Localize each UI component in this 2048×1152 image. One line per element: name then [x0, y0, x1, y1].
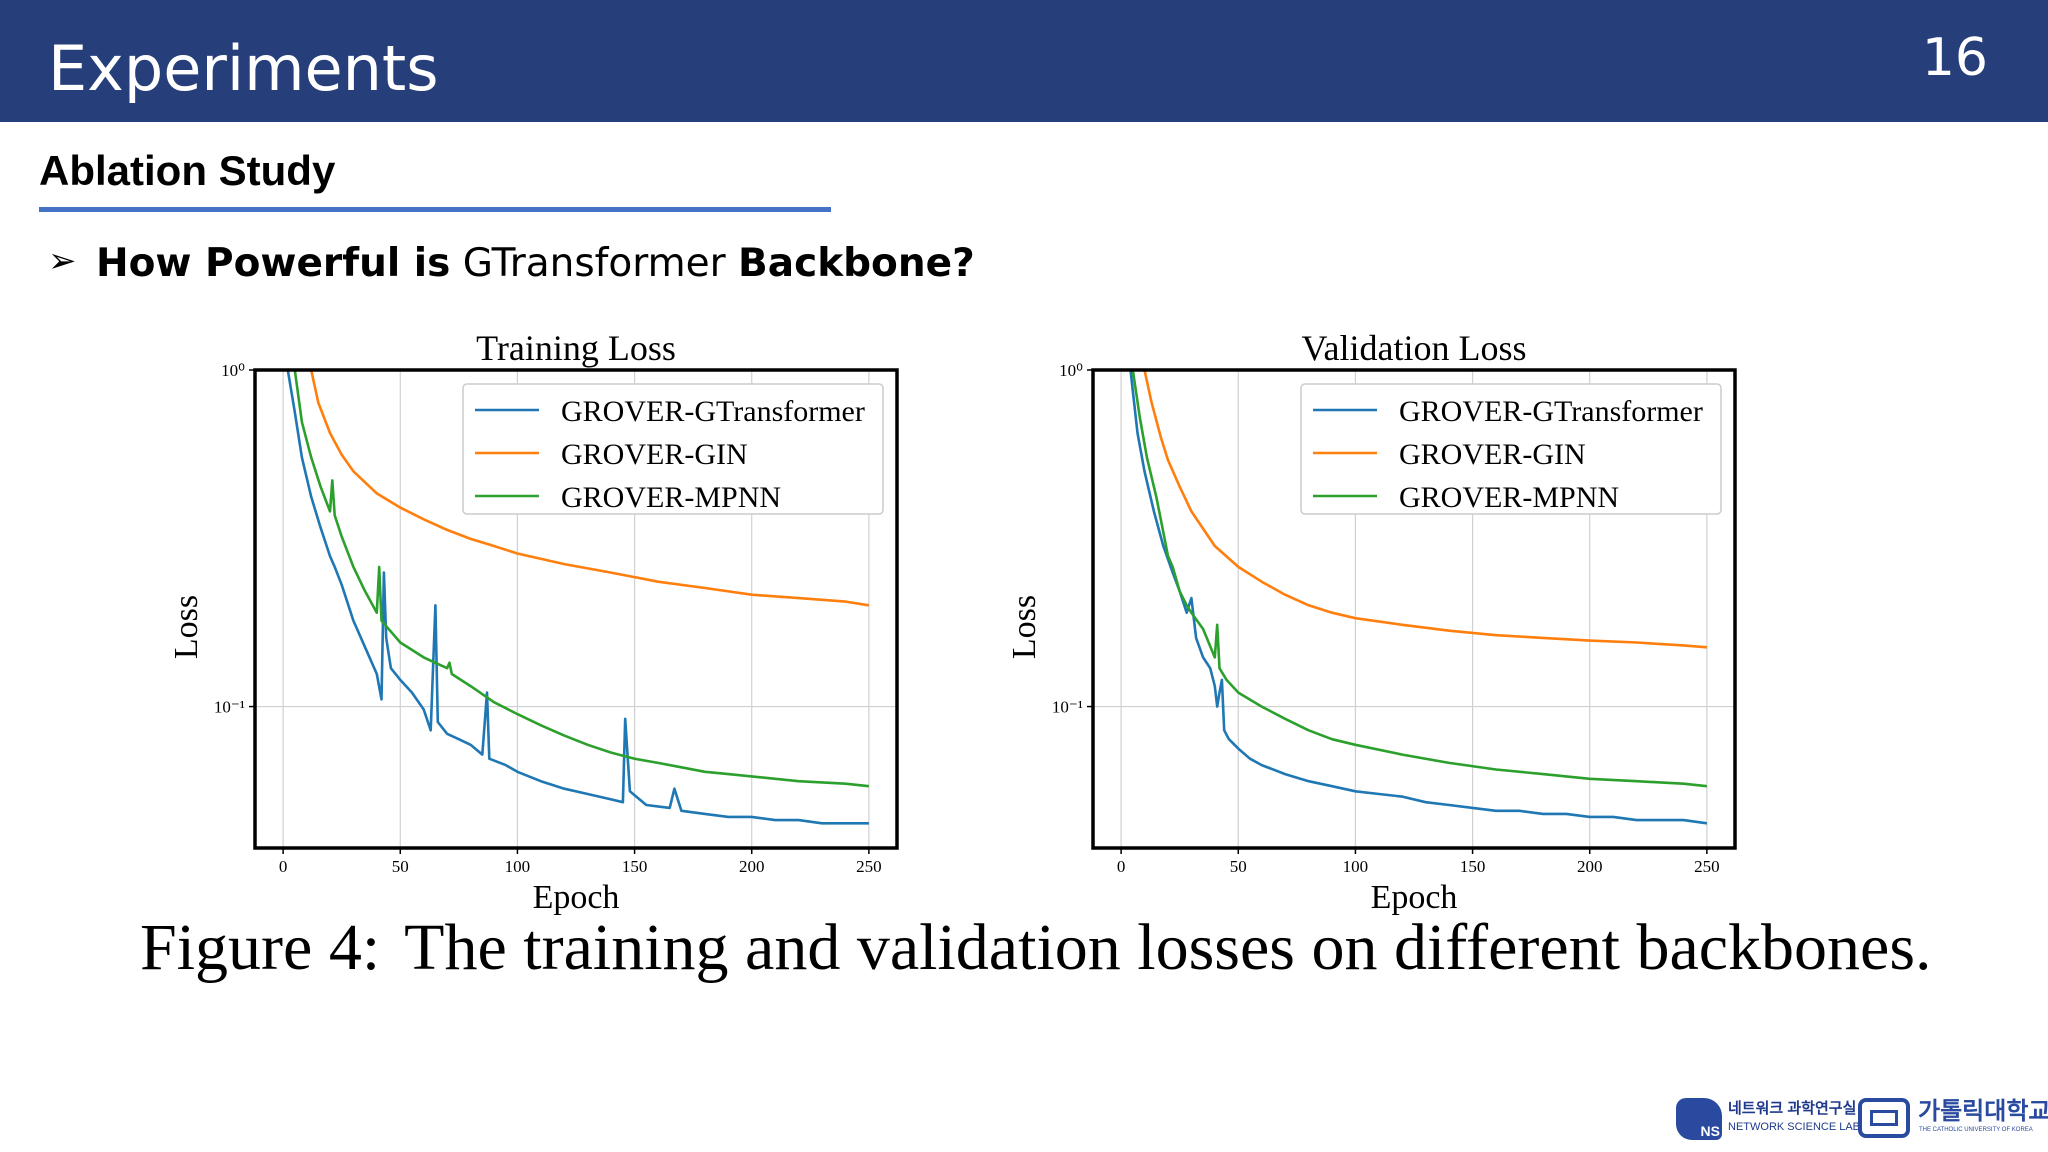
legend-label: GROVER-GTransformer: [561, 395, 865, 428]
plot-frame: [1091, 368, 1737, 850]
x-tick-label: 150: [622, 857, 648, 876]
x-tick-label: 0: [279, 857, 288, 876]
bullet-part-bold-1: How Powerful is: [96, 241, 451, 286]
series-line-grover-mpnn: [293, 370, 870, 788]
bullet-text: How Powerful is GTransformer Backbone?: [96, 238, 975, 290]
chart-1: 0 50 100 150 200 250 10⁰ 10⁻¹ Validation Loss Epo…: [1006, 328, 1737, 916]
legend-label: GROVER-MPNN: [1399, 481, 1619, 514]
bullet-part-bold-2: Backbone?: [738, 241, 975, 286]
chart-title: Training Loss: [476, 328, 676, 368]
legend-label: GROVER-GIN: [1399, 438, 1586, 471]
bullet-arrow-icon: ➢: [48, 241, 77, 281]
network-science-lab-logo-icon: NS: [1676, 1098, 1722, 1140]
series-group: [1129, 370, 1708, 825]
series-line-grover-gtransformer: [1129, 370, 1708, 825]
catholic-university-logo-icon: [1858, 1098, 1910, 1138]
y-tick-label: 10⁰: [221, 361, 245, 380]
y-axis-label: Loss: [168, 595, 205, 659]
figure-caption-text: The training and validation losses on di…: [404, 911, 1932, 984]
plot-frame: [253, 368, 899, 850]
cuk-korean-name: 가톨릭대학교: [1918, 1098, 2048, 1125]
ns-logo-badge: NS: [1700, 1123, 1720, 1139]
section-underline: [39, 207, 831, 212]
legend-label: GROVER-GIN: [561, 438, 748, 471]
x-tick-label: 50: [1230, 857, 1247, 876]
series-line-grover-gin: [1143, 370, 1708, 649]
page-number: 16: [1921, 28, 1988, 88]
x-axis-label: Epoch: [1371, 879, 1458, 916]
series-line-grover-gtransformer: [286, 370, 869, 825]
bullet-part-regular: GTransformer: [450, 241, 739, 286]
y-tick-label: 10⁻¹: [214, 698, 245, 717]
y-tick-label: 10⁻¹: [1052, 698, 1083, 717]
x-tick-label: 200: [1577, 857, 1603, 876]
ns-lab-english-name: NETWORK SCIENCE LAB: [1728, 1121, 1861, 1133]
x-tick-label: 0: [1117, 857, 1126, 876]
x-tick-label: 150: [1460, 857, 1486, 876]
series-line-grover-gin: [309, 370, 870, 607]
x-tick-label: 250: [1694, 857, 1720, 876]
cuk-english-name: THE CATHOLIC UNIVERSITY OF KOREA: [1919, 1127, 2033, 1133]
section-title: Ablation Study: [39, 147, 336, 194]
x-tick-label: 200: [739, 857, 765, 876]
y-tick-label: 10⁰: [1059, 361, 1083, 380]
y-axis-label: Loss: [1006, 595, 1043, 659]
legend-box: [1300, 383, 1722, 515]
legend-box: [462, 383, 884, 515]
legend-label: GROVER-MPNN: [561, 481, 781, 514]
x-tick-label: 250: [856, 857, 882, 876]
figure-caption: Figure 4: The training and validation los…: [140, 908, 1932, 988]
x-axis-label: Epoch: [533, 879, 620, 916]
legend-label: GROVER-GTransformer: [1399, 395, 1703, 428]
series-line-grover-mpnn: [1131, 370, 1708, 788]
chart-title: Validation Loss: [1302, 328, 1527, 368]
x-tick-label: 50: [392, 857, 409, 876]
slide-header: Experiments 16: [0, 0, 2048, 122]
chart-0: 0 50 100 150 200 250 10⁰ 10⁻¹ Training Loss Epoch…: [168, 328, 899, 916]
series-group: [286, 370, 870, 825]
x-tick-label: 100: [1343, 857, 1369, 876]
figure-label: Figure 4:: [140, 911, 381, 984]
footer-logos: NS 네트워크 과학연구실 NETWORK SCIENCE LAB 가톨릭대학교…: [1676, 1096, 2048, 1142]
slide-title: Experiments: [48, 32, 439, 105]
x-tick-label: 100: [505, 857, 531, 876]
ns-lab-korean-name: 네트워크 과학연구실: [1728, 1100, 1857, 1117]
